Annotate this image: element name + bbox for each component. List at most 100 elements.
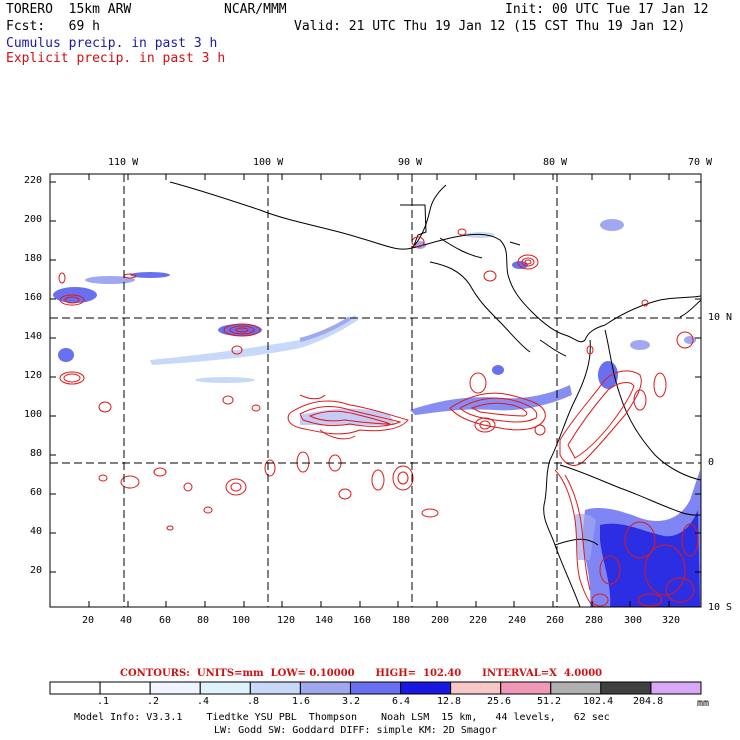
cumulus-precip-areas <box>53 219 701 607</box>
lat-label-0: 0 <box>708 457 715 468</box>
colorbar-swatch <box>199 681 251 695</box>
lon-label-80w: 80 W <box>543 157 568 168</box>
cumulus-streak <box>150 315 358 365</box>
x-tick: 100 <box>232 615 251 626</box>
coastlines <box>169 181 701 607</box>
y-tick: 160 <box>24 292 43 303</box>
x-tick-marks <box>88 174 670 607</box>
cumulus-blob <box>598 361 618 389</box>
cumulus-blob <box>195 377 255 383</box>
cumulus-blob <box>218 324 262 336</box>
x-tick: 280 <box>585 615 604 626</box>
model-info: Model Info: V3.3.1 Tiedtke YSU PBL Thomp… <box>74 712 610 723</box>
colorbar-swatch <box>49 681 101 695</box>
y-tick: 80 <box>30 448 43 459</box>
x-tick: 300 <box>624 615 643 626</box>
cumulus-blob <box>465 232 495 238</box>
valid-time: Valid: 21 UTC Thu 19 Jan 12 (15 CST Thu … <box>294 19 686 34</box>
cumulus-streak <box>299 316 352 342</box>
colorbar-swatch <box>500 681 552 695</box>
lat-label-10n: 10 N <box>708 312 733 323</box>
colorbar-label: .1 <box>97 696 110 707</box>
cumulus-edge-amazon <box>575 513 596 560</box>
x-tick: 60 <box>159 615 172 626</box>
x-tick: 80 <box>197 615 210 626</box>
x-tick: 220 <box>469 615 488 626</box>
cumulus-blob <box>600 219 624 231</box>
y-tick: 40 <box>30 526 43 537</box>
y-tick-marks <box>50 181 701 573</box>
x-tick: 260 <box>546 615 565 626</box>
explicit-precip-label: Explicit precip. in past 3 h <box>6 51 226 66</box>
cumulus-blob <box>130 272 170 278</box>
colorbar-label: 204.8 <box>633 696 664 707</box>
physics-info: LW: Godd SW: Goddard DIFF: simple KM: 2D… <box>214 725 497 736</box>
colorbar-label: 102.4 <box>583 696 614 707</box>
explicit-precip-contours <box>58 228 699 607</box>
y-tick: 120 <box>24 370 43 381</box>
cumulus-blob <box>85 276 135 284</box>
x-tick: 140 <box>315 615 334 626</box>
init-time: Init: 00 UTC Tue 17 Jan 12 <box>505 2 709 17</box>
y-tick: 180 <box>24 253 43 264</box>
cumulus-band-itcz <box>410 385 572 415</box>
colorbar-swatch <box>349 681 402 695</box>
colorbar-swatch <box>149 681 201 695</box>
colorbar-swatch <box>99 681 151 695</box>
model-title: TORERO 15km ARW <box>6 2 132 17</box>
cumulus-blob <box>58 348 74 362</box>
lon-label-110w: 110 W <box>108 157 139 168</box>
forecast-hour: Fcst: 69 h <box>6 19 100 34</box>
x-tick: 40 <box>120 615 133 626</box>
cumulus-core-amazon <box>600 510 700 607</box>
colorbar-label: 6.4 <box>392 696 411 707</box>
lon-label-70w: 70 W <box>688 157 713 168</box>
colorbar-unit: mm <box>697 698 710 709</box>
colorbar-label: 12.8 <box>437 696 462 707</box>
y-tick: 20 <box>30 565 43 576</box>
cumulus-blob <box>630 340 650 350</box>
colorbar-label: 1.6 <box>292 696 311 707</box>
colorbar-label: 3.2 <box>342 696 361 707</box>
organization-label: NCAR/MMM <box>224 2 287 17</box>
cumulus-blob <box>53 287 97 303</box>
colorbar-swatch <box>249 681 301 695</box>
colorbar-label: 25.6 <box>487 696 512 707</box>
colorbar-label: .4 <box>197 696 210 707</box>
lat-label-10s: 10 S <box>708 602 733 613</box>
colorbar-swatch <box>550 681 602 695</box>
y-tick: 60 <box>30 487 43 498</box>
x-tick: 320 <box>662 615 681 626</box>
colorbar <box>49 681 702 695</box>
lat-lon-grid <box>50 174 701 607</box>
colorbar-swatch <box>400 681 452 695</box>
x-tick: 160 <box>353 615 372 626</box>
lon-label-90w: 90 W <box>398 157 423 168</box>
y-tick: 220 <box>24 175 43 186</box>
x-tick: 20 <box>82 615 95 626</box>
y-tick: 200 <box>24 214 43 225</box>
colorbar-label: .8 <box>247 696 260 707</box>
cumulus-blob <box>512 261 528 269</box>
cumulus-blob <box>414 241 426 249</box>
y-tick: 100 <box>24 409 43 420</box>
y-tick: 140 <box>24 331 43 342</box>
colorbar-swatch <box>299 681 351 695</box>
cumulus-blob <box>492 365 504 375</box>
x-tick: 120 <box>277 615 296 626</box>
cumulus-band-central <box>300 408 395 425</box>
x-tick: 180 <box>392 615 411 626</box>
colorbar-label: .2 <box>147 696 160 707</box>
lon-label-100w: 100 W <box>253 157 284 168</box>
colorbar-swatch <box>450 681 502 695</box>
x-tick: 240 <box>508 615 527 626</box>
cumulus-precip-label: Cumulus precip. in past 3 h <box>6 36 218 51</box>
contours-info: CONTOURS: UNITS=mm LOW= 0.10000 HIGH= 10… <box>120 668 603 679</box>
map-frame <box>49 173 702 608</box>
colorbar-label: 51.2 <box>537 696 562 707</box>
colorbar-swatch <box>650 681 702 695</box>
colorbar-swatch <box>600 681 652 695</box>
x-tick: 200 <box>431 615 450 626</box>
cumulus-blob <box>684 336 696 344</box>
